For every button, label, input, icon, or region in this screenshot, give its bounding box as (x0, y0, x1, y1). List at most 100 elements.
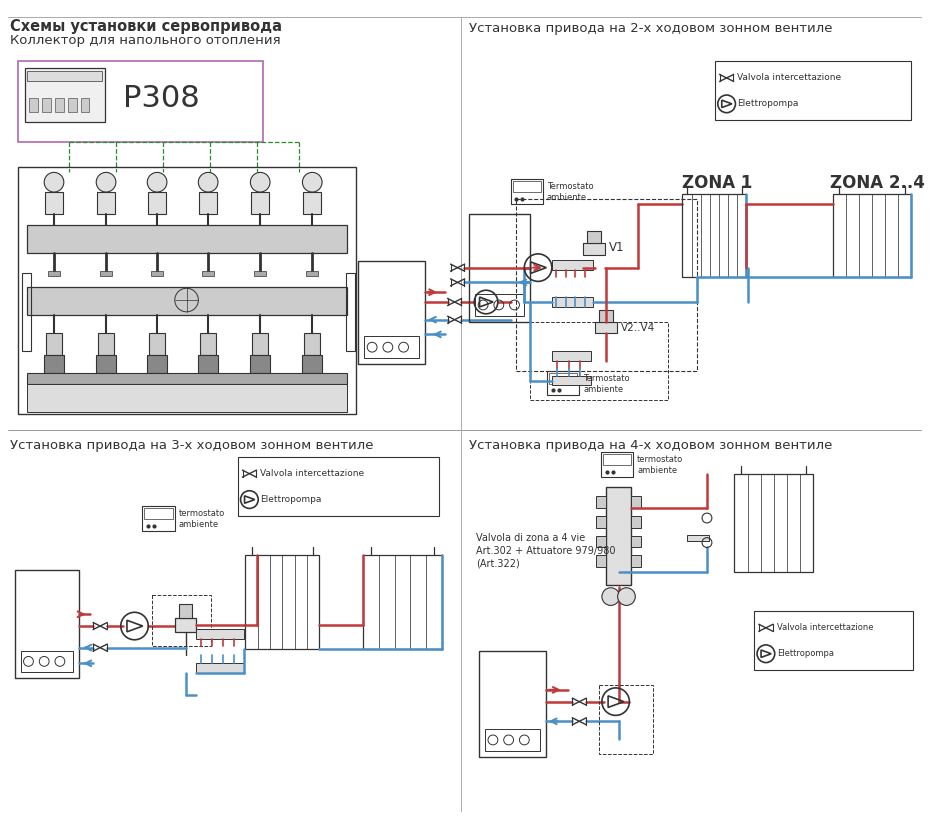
Text: ZONA 2..4: ZONA 2..4 (830, 174, 924, 192)
Bar (96, 355, 116, 372)
Bar (22, 273, 31, 351)
Bar (305, 334, 320, 355)
Text: V2..V4: V2..V4 (620, 322, 654, 333)
Bar (174, 618, 196, 632)
Bar (363, 556, 442, 649)
Bar (596, 496, 605, 508)
Bar (605, 487, 632, 584)
Bar (15, 570, 78, 678)
Text: Valvola intercettazione: Valvola intercettazione (777, 623, 873, 632)
Text: Valvola intercettazione: Valvola intercettazione (737, 73, 841, 82)
Text: Установка привода на 4-х ходовом зонном вентиле: Установка привода на 4-х ходовом зонном … (470, 440, 833, 452)
Bar (245, 556, 319, 649)
Bar (97, 192, 115, 214)
Bar (547, 371, 579, 395)
Bar (510, 179, 543, 204)
Bar (833, 194, 911, 278)
Bar (584, 243, 604, 255)
Bar (596, 556, 605, 567)
Text: Установка привода на 2-х ходовом зонном вентиле: Установка привода на 2-х ходовом зонном … (470, 22, 833, 35)
Bar (44, 355, 64, 372)
Bar (595, 321, 617, 334)
Bar (596, 536, 605, 547)
Bar (200, 334, 216, 355)
Circle shape (303, 173, 323, 192)
Text: Termostato: Termostato (547, 182, 593, 192)
Bar (513, 181, 541, 192)
Text: ambiente: ambiente (179, 520, 219, 529)
Bar (147, 355, 167, 372)
Bar (42, 98, 51, 113)
Bar (485, 729, 540, 750)
Text: P308: P308 (123, 84, 200, 113)
Bar (470, 214, 530, 321)
Text: ZONA 1: ZONA 1 (683, 174, 753, 192)
Text: termostato: termostato (179, 509, 225, 518)
Bar (632, 536, 641, 547)
Circle shape (96, 173, 116, 192)
Bar (687, 535, 709, 541)
Bar (303, 355, 323, 372)
Bar (18, 62, 263, 142)
Bar (68, 98, 76, 113)
Text: Valvola intercettazione: Valvola intercettazione (260, 469, 364, 478)
Bar (632, 556, 641, 567)
Bar (251, 355, 270, 372)
Text: Elettropompa: Elettropompa (737, 99, 799, 109)
Bar (196, 629, 243, 639)
Bar (98, 334, 114, 355)
Bar (552, 260, 593, 270)
Bar (46, 334, 62, 355)
Bar (754, 612, 913, 670)
Bar (179, 604, 192, 618)
Bar (48, 270, 60, 276)
Text: ambiente: ambiente (637, 466, 677, 475)
Text: termostato: termostato (637, 455, 684, 464)
Bar (80, 98, 90, 113)
Text: (Art.322): (Art.322) (476, 558, 520, 568)
Bar (346, 273, 356, 351)
Text: V1: V1 (609, 241, 624, 253)
Bar (27, 72, 102, 81)
Bar (475, 294, 524, 316)
Bar (596, 516, 605, 528)
Bar (142, 506, 174, 531)
Bar (27, 287, 347, 315)
Text: Art.302 + Attuatore 979/980: Art.302 + Attuatore 979/980 (476, 546, 616, 556)
Bar (632, 516, 641, 528)
Text: Elettropompa: Elettropompa (777, 649, 834, 658)
Bar (253, 334, 268, 355)
Bar (152, 594, 211, 645)
Bar (735, 473, 813, 572)
Bar (144, 508, 173, 520)
Text: ambiente: ambiente (584, 385, 623, 394)
Bar (27, 385, 347, 412)
Bar (151, 270, 163, 276)
Bar (599, 685, 653, 754)
Bar (196, 663, 243, 673)
Bar (29, 98, 39, 113)
Bar (683, 194, 746, 278)
Bar (358, 261, 425, 364)
Bar (25, 68, 105, 122)
Circle shape (147, 173, 167, 192)
Bar (599, 310, 613, 321)
Bar (45, 192, 63, 214)
Bar (148, 192, 166, 214)
Bar (364, 336, 420, 358)
Bar (255, 270, 266, 276)
Bar (306, 270, 318, 276)
Text: Коллектор для напольного отопления: Коллектор для напольного отопления (9, 34, 280, 47)
Bar (632, 496, 641, 508)
Bar (552, 297, 593, 307)
Text: Установка привода на 3-х ходовом зонном вентиле: Установка привода на 3-х ходовом зонном … (9, 440, 373, 452)
Circle shape (618, 588, 636, 606)
Bar (100, 270, 112, 276)
Bar (199, 192, 217, 214)
Bar (530, 321, 668, 400)
Bar (55, 98, 64, 113)
Bar (479, 650, 546, 756)
Circle shape (602, 588, 620, 606)
Bar (27, 225, 347, 253)
Bar (549, 372, 577, 384)
